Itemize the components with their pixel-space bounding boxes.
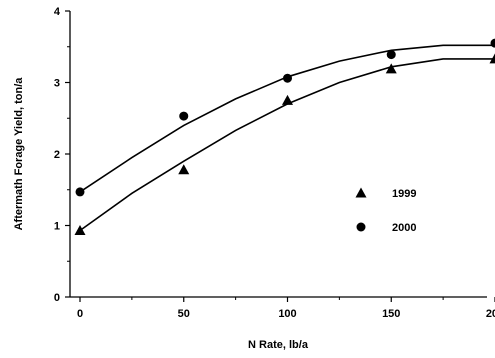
fit-curve-1999 — [79, 58, 495, 232]
point-1999 — [282, 94, 293, 105]
y-tick-label: 2 — [54, 149, 60, 161]
point-1999 — [178, 164, 190, 175]
point-1999 — [74, 225, 86, 236]
y-ticks: 0 1 2 3 4 — [54, 6, 70, 304]
point-2000 — [386, 50, 396, 60]
y-tick-label: 4 — [54, 6, 61, 18]
x-tick-label: 150 — [382, 308, 400, 320]
x-ticks: 0 50 100 150 200 — [77, 297, 495, 320]
axes — [69, 11, 487, 298]
point-2000 — [179, 111, 189, 121]
x-tick-label: 200 — [486, 308, 495, 320]
x-tick-label: 100 — [278, 308, 296, 320]
y-tick-label: 0 — [54, 292, 60, 304]
fit-curves — [79, 44, 495, 232]
legend-label-1999: 1999 — [392, 188, 416, 200]
y-tick-label: 3 — [54, 78, 60, 90]
point-2000 — [75, 187, 85, 197]
fit-curve-2000 — [79, 44, 495, 193]
point-1999 — [385, 63, 397, 74]
x-axis-title: N Rate, lb/a — [248, 339, 309, 351]
legend-marker-1999 — [355, 187, 367, 198]
legend-label-2000: 2000 — [392, 222, 416, 234]
x-tick-label: 0 — [77, 308, 83, 320]
point-2000 — [490, 38, 495, 48]
legend-marker-2000 — [356, 222, 366, 232]
y-axis-title: Aftermath Forage Yield, ton/a — [13, 77, 25, 231]
y-tick-label: 1 — [54, 221, 60, 233]
point-1999 — [489, 53, 495, 64]
point-2000 — [283, 73, 292, 83]
data-points — [74, 38, 495, 236]
x-tick-label: 50 — [178, 308, 190, 320]
legend: 1999 2000 — [355, 187, 416, 234]
